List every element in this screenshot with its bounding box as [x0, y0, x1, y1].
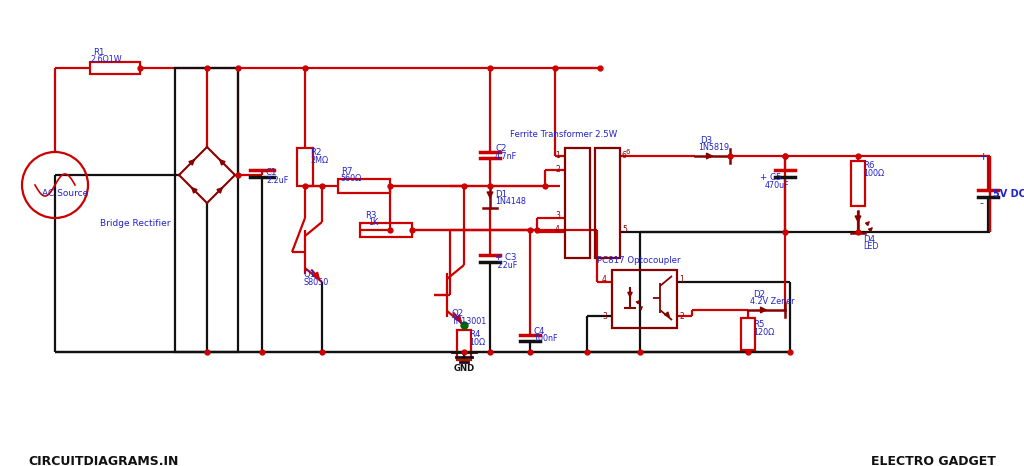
Text: + C5: + C5 [760, 173, 781, 182]
Text: 1: 1 [679, 275, 684, 284]
Text: 4: 4 [555, 225, 560, 234]
Text: CIRCUITDIAGRAMS.IN: CIRCUITDIAGRAMS.IN [28, 455, 178, 466]
Text: 3: 3 [555, 211, 560, 220]
Text: 2: 2 [679, 312, 684, 321]
Text: 4.7nF: 4.7nF [495, 152, 517, 161]
Text: 6: 6 [625, 149, 630, 155]
Text: 2.6Ω1W: 2.6Ω1W [90, 55, 122, 64]
Text: Q2: Q2 [451, 309, 463, 318]
Text: 1N4148: 1N4148 [495, 197, 526, 206]
Text: S8050: S8050 [303, 278, 329, 287]
Text: AC Source: AC Source [42, 189, 88, 198]
Text: 5V DC: 5V DC [993, 189, 1024, 199]
Text: 10Ω: 10Ω [469, 338, 485, 347]
Text: D2: D2 [753, 290, 765, 299]
Text: 100Ω: 100Ω [863, 169, 884, 178]
Text: D4: D4 [863, 235, 876, 244]
Text: C1: C1 [266, 168, 278, 177]
Text: 4: 4 [602, 275, 607, 284]
Text: R5: R5 [753, 320, 765, 329]
Text: Q1: Q1 [303, 270, 315, 279]
Text: 5: 5 [622, 225, 627, 234]
Text: Ferrite Transformer 2.5W: Ferrite Transformer 2.5W [510, 130, 617, 139]
Text: 100nF: 100nF [534, 334, 557, 343]
Text: 470uF: 470uF [765, 181, 790, 190]
Text: PC817 Optocoupler: PC817 Optocoupler [597, 256, 681, 265]
Text: C2: C2 [495, 144, 507, 153]
Text: R7: R7 [341, 167, 352, 176]
Text: 3: 3 [602, 312, 607, 321]
Text: Bridge Rectifier: Bridge Rectifier [100, 219, 171, 228]
Text: ELECTRO GADGET: ELECTRO GADGET [871, 455, 996, 466]
Text: -: - [979, 198, 983, 208]
Text: 6: 6 [622, 151, 627, 160]
Text: +: + [979, 152, 988, 162]
Text: 120Ω: 120Ω [753, 328, 774, 337]
Text: 560Ω: 560Ω [340, 174, 361, 183]
Text: 1K: 1K [368, 218, 378, 227]
Text: R4: R4 [469, 330, 480, 339]
Text: 4.2V Zener: 4.2V Zener [750, 297, 795, 306]
Text: R3: R3 [365, 211, 377, 220]
Text: D3: D3 [700, 136, 712, 145]
Text: LED: LED [863, 242, 879, 251]
Text: R1: R1 [93, 48, 104, 57]
Text: D1: D1 [495, 190, 507, 199]
Text: C4: C4 [534, 327, 545, 336]
Text: 1N5819: 1N5819 [698, 143, 729, 152]
Text: TR13001: TR13001 [451, 317, 486, 326]
Text: R2: R2 [310, 148, 322, 157]
Text: + C3: + C3 [495, 253, 516, 262]
Text: 2MΩ: 2MΩ [310, 156, 328, 165]
Text: 1: 1 [555, 151, 560, 160]
Text: 2: 2 [555, 165, 560, 174]
Text: 2.2uF: 2.2uF [266, 176, 288, 185]
Text: 22uF: 22uF [495, 261, 517, 270]
Text: R6: R6 [863, 161, 874, 170]
Text: GND: GND [454, 364, 475, 373]
